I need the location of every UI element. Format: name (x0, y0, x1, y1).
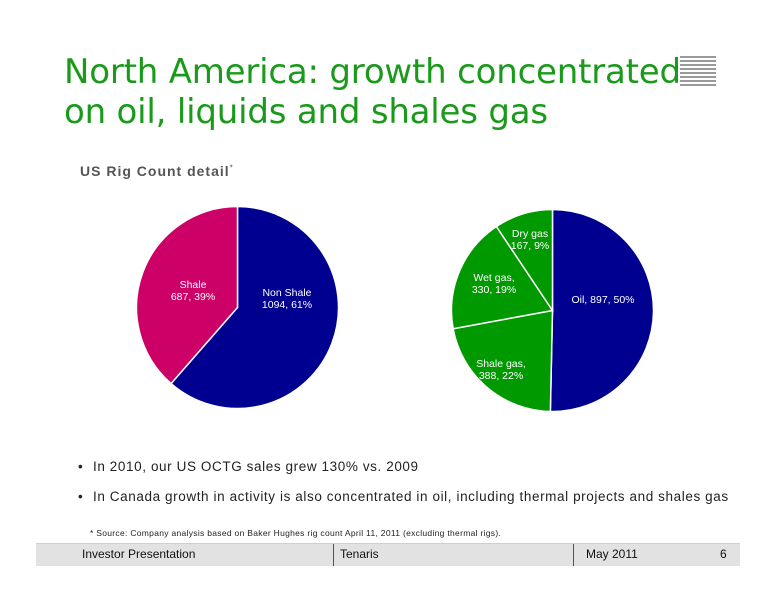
slice-label: Wet gas, 330, 19% (472, 272, 516, 296)
bullet-item: In Canada growth in activity is also con… (78, 489, 729, 519)
slice-label: Oil, 897, 50% (571, 294, 634, 306)
footer-divider (333, 544, 334, 566)
footer-page-number: 6 (720, 547, 727, 561)
chart-subtitle-text: US Rig Count detail (80, 163, 230, 179)
footer-presentation: Investor Presentation (82, 547, 196, 561)
logo-stripes (680, 56, 716, 90)
slide-title-line-2: on oil, liquids and shales gas (64, 92, 548, 132)
bullet-list: In 2010, our US OCTG sales grew 130% vs.… (78, 459, 729, 519)
pie-slice-wet-gas (450, 225, 554, 330)
pie-slice-shale (135, 205, 239, 385)
slide-title: North America: growth concentrated on oi… (64, 52, 684, 132)
slice-label: Shale gas, 388, 22% (476, 358, 526, 382)
slide-title-line-1: North America: growth concentrated (64, 52, 681, 92)
footnote: * Source: Company analysis based on Bake… (90, 528, 502, 538)
bullet-item: In 2010, our US OCTG sales grew 130% vs.… (78, 459, 729, 489)
footer-date: May 2011 (586, 547, 638, 561)
pie-chart-shale: Non Shale 1094, 61% Shale 687, 39% (135, 205, 340, 410)
slice-label: Shale 687, 39% (171, 279, 215, 303)
subtitle-footnote-mark: * (229, 163, 233, 173)
pie-slice-dry-gas (495, 208, 554, 313)
pie-slice-non-shale (170, 205, 340, 410)
pie-slice-oil (549, 208, 655, 413)
footer-company: Tenaris (340, 547, 379, 561)
slice-label: Dry gas 167, 9% (511, 228, 550, 252)
footer-bar: Investor Presentation Tenaris May 2011 6 (36, 543, 740, 566)
pie-slice-shale-gas (452, 309, 554, 413)
chart-subtitle: US Rig Count detail* (80, 163, 233, 179)
pie-chart-rig-type: Oil, 897, 50% Shale gas, 388, 22% Wet gas, 3… (450, 208, 655, 413)
slice-label: Non Shale 1094, 61% (262, 287, 312, 311)
footer-divider (573, 544, 574, 566)
